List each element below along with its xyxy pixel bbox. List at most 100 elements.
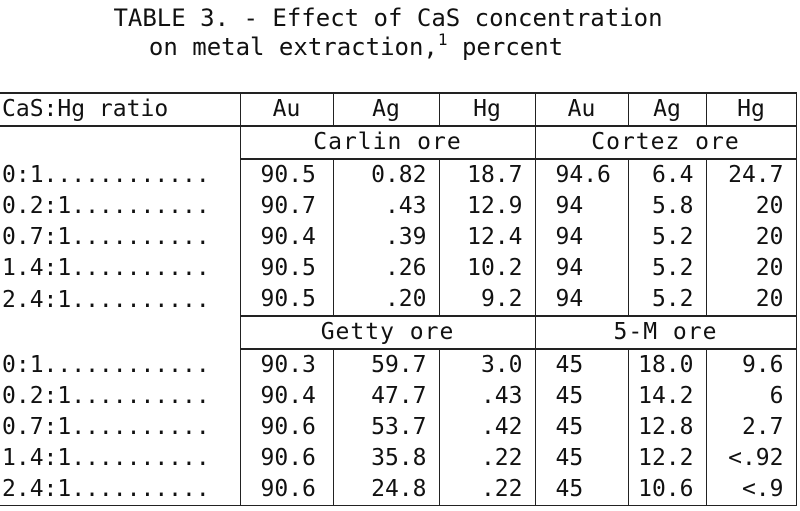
table-cell: 90.6	[239, 474, 334, 506]
table-subtitle: on metal extraction,1 percent	[0, 30, 756, 64]
table-cell: .43	[438, 381, 536, 412]
table-cell: 12.2	[627, 443, 707, 474]
ratio-label: 1.4:1..........	[0, 443, 241, 474]
table-cell: 94.6	[534, 159, 629, 191]
table-cell: <.9	[705, 474, 797, 506]
table-cell: 14.2	[627, 381, 707, 412]
column-header-ag-right: Ag	[627, 92, 707, 127]
group-header-row: Getty ore 5-M ore	[0, 315, 797, 350]
table-cell: 35.8	[332, 443, 440, 474]
table-cell: 18.7	[438, 159, 536, 191]
table-row: 0.2:1.......... 90.7.43 12.9 94 5.8 20	[0, 191, 797, 222]
table-cell: 9.6	[705, 349, 797, 381]
table-cell: 5.2	[627, 284, 707, 316]
table-row: 2.4:1.......... 90.6 24.8.22 45 10.6 <.9	[0, 474, 797, 506]
table-cell: 24.7	[705, 159, 797, 191]
table-cell: 3.0	[438, 349, 536, 381]
group-label-left: Getty ore	[239, 315, 536, 350]
table-cell: .22	[438, 443, 536, 474]
table-cell: 47.7	[332, 381, 440, 412]
table-row: 1.4:1.......... 90.6 35.8.22 45 12.2 <.92	[0, 443, 797, 474]
table-row: 2.4:1.......... 90.5.20 9.2 94 5.2 20	[0, 284, 797, 316]
table-cell: .39	[332, 222, 440, 253]
subtitle-text: on metal extraction,	[148, 33, 438, 61]
table-cell: 20	[705, 191, 797, 222]
table-cell: .22	[438, 474, 536, 506]
table-cell: 45	[534, 443, 629, 474]
subtitle-end: percent	[447, 33, 564, 61]
ratio-label: 0:1............	[0, 349, 241, 381]
table-title: TABLE 3. - Effect of CaS concentration	[113, 4, 663, 32]
table-cell: 94	[534, 253, 629, 284]
column-header-ag-left: Ag	[332, 92, 440, 127]
table-cell: 2.7	[705, 412, 797, 443]
table-cell: 90.3	[239, 349, 334, 381]
table-cell: 94	[534, 222, 629, 253]
table-cell: 45	[534, 381, 629, 412]
ratio-label: 1.4:1..........	[0, 253, 241, 284]
table-row: 0.7:1.......... 90.4.39 12.4 94 5.2 20	[0, 222, 797, 253]
table-cell: .42	[438, 412, 536, 443]
table-cell: 45	[534, 412, 629, 443]
table-cell: 90.4	[239, 381, 334, 412]
table-cell: 20	[705, 253, 797, 284]
table-row: 0:1............ 90.3 59.7 3.0 45 18.0 9.6	[0, 349, 797, 381]
table-row: 0.7:1.......... 90.6 53.7.42 45 12.8 2.7	[0, 412, 797, 443]
table-cell: 9.2	[438, 284, 536, 316]
table-cell: 5.2	[627, 222, 707, 253]
table-cell: 0.82	[332, 159, 440, 191]
table-cell: 20	[705, 222, 797, 253]
table-cell: 53.7	[332, 412, 440, 443]
ratio-label: 0.7:1..........	[0, 412, 241, 443]
table-cell: 90.6	[239, 412, 334, 443]
column-header-hg-right: Hg	[705, 92, 797, 127]
ratio-label: 2.4:1..........	[0, 284, 241, 316]
group-spacer	[0, 316, 241, 349]
table-cell: 94	[534, 284, 629, 316]
group-label-right: Cortez ore	[534, 126, 797, 160]
ratio-label: 0:1............	[0, 159, 241, 191]
column-header-au-left: Au	[239, 92, 334, 127]
table-row: 0:1............ 90.5 0.82 18.7 94.6 6.4 24.7	[0, 159, 797, 191]
table-cell: 90.5	[239, 253, 334, 284]
column-header-hg-left: Hg	[438, 92, 536, 127]
table-cell: 59.7	[332, 349, 440, 381]
table-cell: 90.5	[239, 159, 334, 191]
table-cell: 45	[534, 474, 629, 506]
table-cell: 5.8	[627, 191, 707, 222]
table-cell: 90.4	[239, 222, 334, 253]
table-cell: 6.4	[627, 159, 707, 191]
table-cell: 90.5	[239, 284, 334, 316]
group-label-left: Carlin ore	[239, 126, 536, 160]
table-row: 0.2:1.......... 90.4 47.7.43 45 14.2 6	[0, 381, 797, 412]
header-row: CaS:Hg ratio Au Ag Hg Au Ag Hg	[0, 92, 797, 127]
table-cell: <.92	[705, 443, 797, 474]
table-cell: 90.7	[239, 191, 334, 222]
ratio-label: 0.7:1..........	[0, 222, 241, 253]
table-cell: 12.9	[438, 191, 536, 222]
table-cell: 5.2	[627, 253, 707, 284]
table-cell: .26	[332, 253, 440, 284]
table-cell: 90.6	[239, 443, 334, 474]
group-spacer	[0, 126, 241, 159]
ratio-label: 0.2:1..........	[0, 191, 241, 222]
ratio-label: 2.4:1..........	[0, 474, 241, 506]
table-cell: 10.6	[627, 474, 707, 506]
table-cell: 10.2	[438, 253, 536, 284]
column-header-au-right: Au	[534, 92, 629, 127]
ratio-label: 0.2:1..........	[0, 381, 241, 412]
table-cell: .20	[332, 284, 440, 316]
extraction-table: CaS:Hg ratio Au Ag Hg Au Ag Hg Carlin or…	[0, 92, 797, 506]
table-cell: 18.0	[627, 349, 707, 381]
column-header-ratio: CaS:Hg ratio	[0, 92, 241, 127]
table-cell: 6	[705, 381, 797, 412]
group-label-right: 5-M ore	[534, 315, 797, 350]
table-cell: 20	[705, 284, 797, 316]
table-cell: 94	[534, 191, 629, 222]
table-cell: .43	[332, 191, 440, 222]
table-cell: 24.8	[332, 474, 440, 506]
table-cell: 12.8	[627, 412, 707, 443]
table-cell: 12.4	[438, 222, 536, 253]
group-header-row: Carlin ore Cortez ore	[0, 126, 797, 160]
table-row: 1.4:1.......... 90.5.26 10.2 94 5.2 20	[0, 253, 797, 284]
